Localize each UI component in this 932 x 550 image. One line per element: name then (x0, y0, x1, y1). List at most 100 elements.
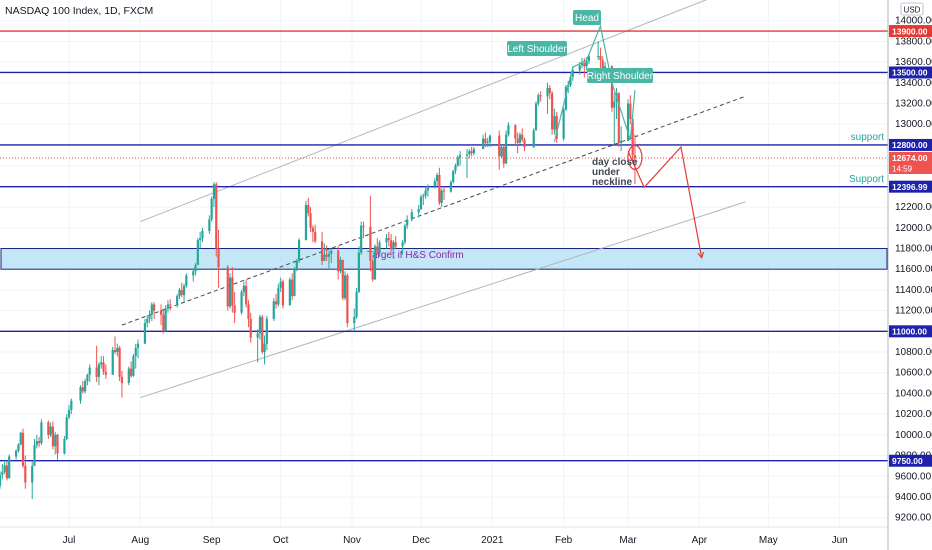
candle (247, 300, 250, 328)
candle (100, 356, 103, 369)
candle-body (314, 231, 317, 242)
head-and-shoulders-pattern (553, 23, 705, 260)
candle (295, 258, 298, 272)
candle-body (86, 374, 89, 382)
candle-body (419, 196, 423, 210)
candle (546, 82, 549, 114)
level-price-tag-text: 11000.00 (892, 327, 927, 337)
candle (633, 134, 637, 185)
candle-body (215, 184, 218, 249)
candle-body (176, 296, 179, 306)
candle-body (571, 70, 574, 77)
candle-body (118, 347, 121, 377)
candle (51, 421, 55, 450)
level-price-tag-text: 12396.99 (892, 182, 928, 192)
current-price-tag-bg (889, 151, 932, 174)
candle (521, 128, 524, 142)
y-tick-label: 13200.00 (895, 99, 932, 110)
candle (320, 231, 324, 266)
candle (311, 225, 314, 243)
candle (130, 361, 133, 378)
level-price-tag-text: 13900.00 (892, 26, 928, 36)
candle-body (410, 212, 413, 220)
candle-body (385, 238, 388, 243)
candle-body (199, 238, 202, 241)
candle-body (295, 260, 298, 270)
candle-body (182, 285, 186, 296)
candle (79, 385, 82, 404)
candle-body (164, 308, 167, 332)
candle-body (583, 63, 586, 67)
candle (465, 149, 469, 179)
candle (378, 240, 381, 257)
candle-body (97, 364, 101, 377)
candle-body (337, 250, 340, 272)
candle (419, 194, 423, 211)
candle (136, 339, 140, 359)
candle-body (459, 155, 462, 158)
candle-body (597, 55, 600, 57)
candle-body (113, 349, 117, 353)
bar-countdown-text: 14:59 (892, 164, 913, 173)
candle (150, 302, 153, 321)
y-tick-label: 11200.00 (895, 306, 932, 317)
candle-body (291, 279, 294, 297)
candle (325, 245, 328, 261)
x-tick-label: Sep (203, 535, 221, 546)
candle-body (626, 103, 630, 141)
candle-body (426, 186, 429, 191)
candle (49, 422, 52, 437)
candle (3, 459, 6, 475)
candle-body (8, 456, 11, 479)
candle-body (166, 304, 170, 309)
candle (143, 318, 147, 344)
candle-body (245, 285, 248, 305)
x-tick-label: Aug (131, 535, 149, 546)
candle-body (514, 125, 517, 139)
candle-body (516, 138, 519, 143)
candle (309, 207, 312, 232)
candle-body (507, 125, 510, 135)
candle-body (394, 242, 397, 247)
candle (261, 314, 264, 355)
candle-body (15, 450, 18, 457)
y-tick-label: 9200.00 (895, 513, 932, 524)
candle-body (274, 301, 278, 305)
y-tick-label: 11600.00 (895, 264, 932, 275)
candle-body (468, 151, 471, 155)
y-tick-label: 10800.00 (895, 347, 932, 358)
candle-body (620, 140, 623, 143)
candle-body (449, 182, 453, 192)
candle (8, 454, 11, 479)
candle (452, 169, 455, 184)
candle-body (288, 279, 291, 306)
candle (192, 268, 195, 282)
x-tick-label: Apr (692, 535, 708, 546)
support-label-upper: support (851, 132, 885, 143)
candle-body (3, 465, 6, 473)
candle-body (130, 368, 133, 376)
level-price-tag-bg (889, 180, 932, 193)
x-tick-label: Oct (273, 535, 289, 546)
target-zone-group: Target if H&S Confirm (0, 247, 888, 270)
candle-body (362, 225, 365, 227)
candle (33, 438, 36, 466)
candle (215, 182, 218, 257)
candle (355, 287, 358, 319)
candle-body (104, 371, 107, 375)
candle-body (435, 174, 439, 182)
candle (613, 93, 616, 145)
candle (360, 221, 363, 255)
chart-title: NASDAQ 100 Index, 1D, FXCM (5, 5, 153, 17)
candle-body (33, 445, 36, 466)
candle-body (631, 119, 634, 156)
candle (417, 205, 420, 218)
candle (38, 436, 41, 448)
candle (498, 130, 501, 170)
candle-body (40, 422, 43, 444)
candle (337, 246, 340, 280)
y-tick-label: 9400.00 (895, 492, 932, 503)
candle (620, 126, 623, 152)
x-tick-label: Jul (63, 535, 76, 546)
